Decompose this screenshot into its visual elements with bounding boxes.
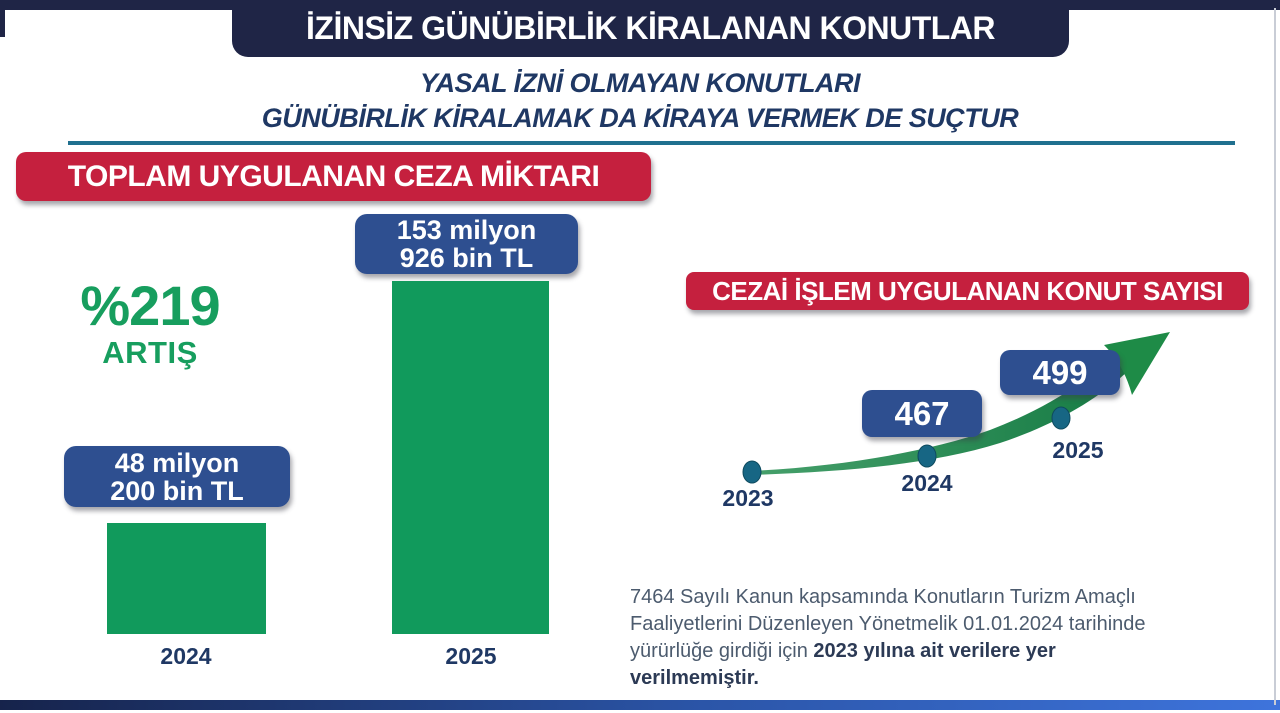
trend-axis-label-2024: 2024 xyxy=(901,470,953,496)
top-left-accent xyxy=(0,0,5,37)
bar-2024 xyxy=(107,523,266,634)
page-title-banner: İZİNSİZ GÜNÜBİRLİK KİRALANAN KONUTLAR xyxy=(232,0,1069,57)
subtitle-line-2: GÜNÜBİRLİK KİRALAMAK DA KİRAYA VERMEK DE… xyxy=(261,103,1019,133)
trend-arrowhead-icon xyxy=(1104,332,1170,395)
bar-value-2025-line2: 926 bin TL xyxy=(399,243,534,273)
bar-axis-label-2024: 2024 xyxy=(160,643,212,669)
point-value-label-2025: 499 xyxy=(1000,350,1120,395)
bar-axis-label-2025: 2025 xyxy=(445,643,497,669)
page-title: İZİNSİZ GÜNÜBİRLİK KİRALANAN KONUTLAR xyxy=(306,10,996,46)
subtitle-line-1: YASAL İZNİ OLMAYAN KONUTLARI xyxy=(420,68,860,98)
trend-axis-label-2023: 2023 xyxy=(722,485,774,511)
data-point-2024 xyxy=(917,444,937,468)
increase-annotation: %219 ARTIŞ xyxy=(55,278,245,372)
point-value-label-2024: 467 xyxy=(862,390,982,437)
bar-value-2024-line2: 200 bin TL xyxy=(110,476,244,506)
bar-2025 xyxy=(392,281,549,634)
data-point-2025 xyxy=(1051,406,1071,430)
bottom-gradient-bar xyxy=(0,700,1280,710)
footnote: 7464 Sayılı Kanun kapsamında Konutların … xyxy=(630,584,1182,692)
footnote-bold-text: 2023 yılına ait verilere yer verilmemişt… xyxy=(630,640,1056,689)
slide-right-border xyxy=(1274,8,1276,705)
increase-label: ARTIŞ xyxy=(102,335,198,370)
data-point-2023 xyxy=(742,460,762,484)
section-header-penalty-amount: TOPLAM UYGULANAN CEZA MİKTARI xyxy=(16,152,651,201)
bar-value-2024-line1: 48 milyon xyxy=(114,448,240,478)
trend-axis-label-2025: 2025 xyxy=(1052,437,1104,463)
bar-value-label-2024: 48 milyon 200 bin TL xyxy=(64,446,290,507)
trend-chart xyxy=(742,332,1170,484)
section-header-housing-count: CEZAİ İŞLEM UYGULANAN KONUT SAYISI xyxy=(686,272,1249,310)
bar-value-2025-line1: 153 milyon xyxy=(396,215,537,245)
divider-line xyxy=(68,141,1235,145)
bar-value-label-2025: 153 milyon 926 bin TL xyxy=(355,214,578,274)
increase-percentage: %219 xyxy=(80,274,220,337)
footnote-regular-text: 7464 Sayılı Kanun kapsamında Konutların … xyxy=(630,586,1146,662)
